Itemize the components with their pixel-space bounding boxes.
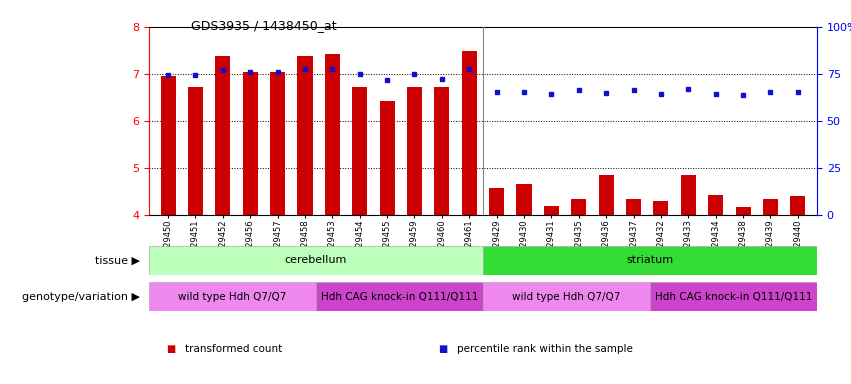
Text: Hdh CAG knock-in Q111/Q111: Hdh CAG knock-in Q111/Q111 xyxy=(321,291,478,302)
Bar xyxy=(298,56,312,215)
Bar xyxy=(188,87,203,215)
Bar xyxy=(462,51,477,215)
Bar xyxy=(316,282,483,311)
Text: Hdh CAG knock-in Q111/Q111: Hdh CAG knock-in Q111/Q111 xyxy=(654,291,812,302)
Bar xyxy=(483,246,817,275)
Bar xyxy=(735,207,751,215)
Bar xyxy=(325,54,340,215)
Text: percentile rank within the sample: percentile rank within the sample xyxy=(457,344,633,354)
Text: wild type Hdh Q7/Q7: wild type Hdh Q7/Q7 xyxy=(512,291,620,302)
Bar xyxy=(380,101,395,215)
Text: ■: ■ xyxy=(438,344,448,354)
Bar xyxy=(215,56,231,215)
Text: wild type Hdh Q7/Q7: wild type Hdh Q7/Q7 xyxy=(178,291,287,302)
Text: striatum: striatum xyxy=(626,255,673,265)
Bar xyxy=(149,246,483,275)
Text: cerebellum: cerebellum xyxy=(285,255,347,265)
Bar xyxy=(483,282,650,311)
Bar xyxy=(681,175,696,215)
Bar xyxy=(654,201,668,215)
Text: GDS3935 / 1438450_at: GDS3935 / 1438450_at xyxy=(191,19,337,32)
Bar xyxy=(598,175,614,215)
Bar xyxy=(352,87,368,215)
Bar xyxy=(571,199,586,215)
Bar xyxy=(243,71,258,215)
Text: genotype/variation ▶: genotype/variation ▶ xyxy=(22,291,140,302)
Bar xyxy=(407,87,422,215)
Text: transformed count: transformed count xyxy=(185,344,282,354)
Bar xyxy=(544,206,559,215)
Bar xyxy=(489,188,504,215)
Text: tissue ▶: tissue ▶ xyxy=(95,255,140,265)
Text: ■: ■ xyxy=(166,344,175,354)
Bar xyxy=(161,76,175,215)
Bar xyxy=(708,195,723,215)
Bar xyxy=(650,282,817,311)
Bar xyxy=(149,282,316,311)
Bar xyxy=(517,184,532,215)
Bar xyxy=(434,87,449,215)
Bar xyxy=(762,199,778,215)
Bar xyxy=(626,199,641,215)
Bar xyxy=(791,196,805,215)
Bar xyxy=(270,71,285,215)
